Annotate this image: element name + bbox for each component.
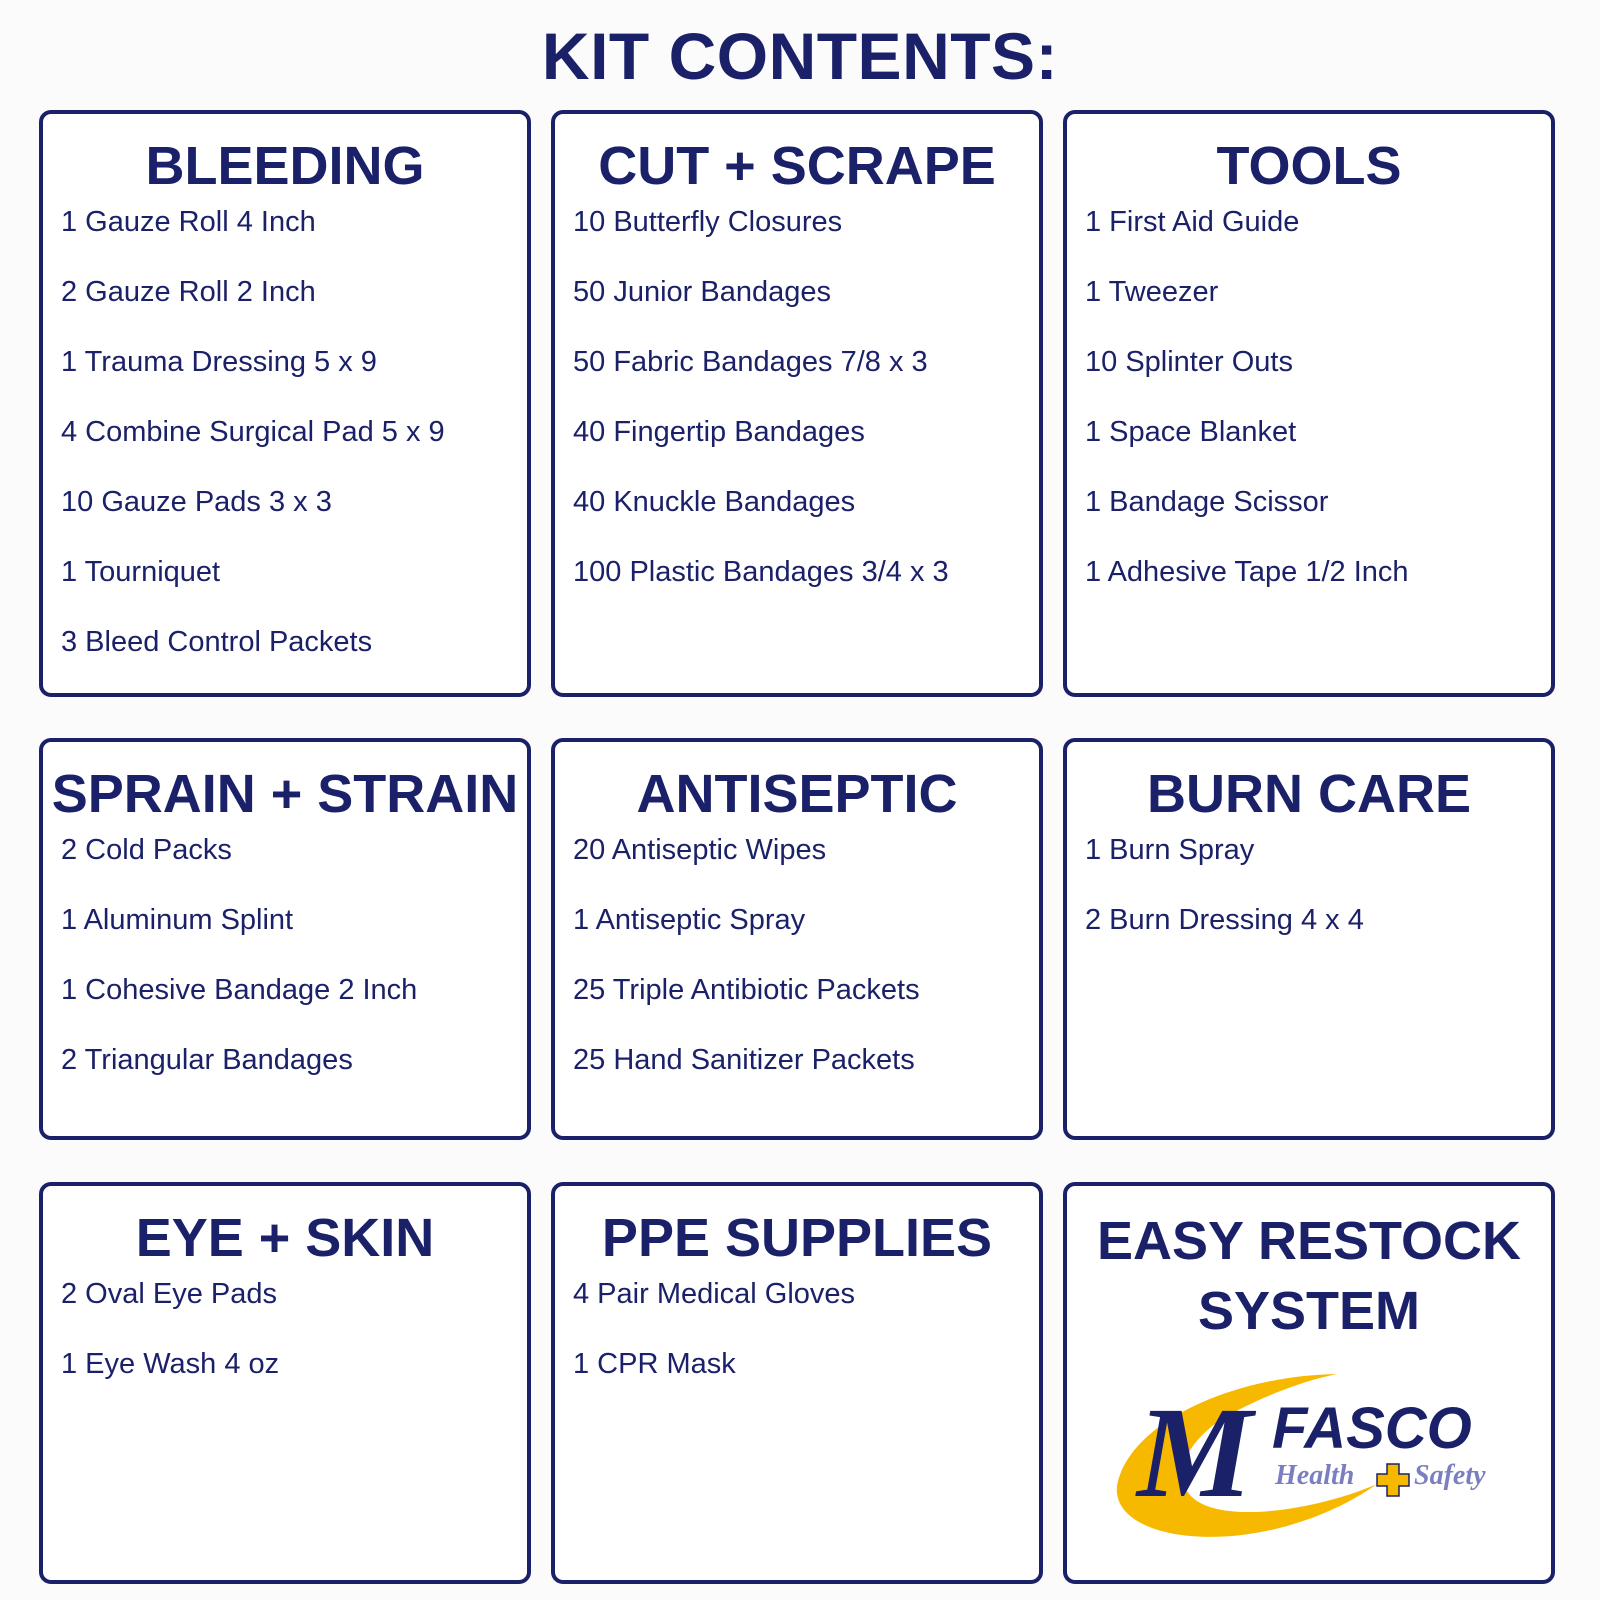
- list-item: 3 Bleed Control Packets: [61, 626, 373, 658]
- list-item: 1 Tweezer: [1085, 276, 1219, 308]
- section-burn-care: BURN CARE 1 Burn Spray 2 Burn Dressing 4 x…: [1063, 738, 1555, 1140]
- item-list: 2 Cold Packs 1 Aluminum Splint 1 Cohesive …: [43, 830, 527, 1110]
- list-item: 1 Antiseptic Spray: [573, 904, 806, 936]
- list-item: 10 Gauze Pads 3 x 3: [61, 486, 332, 518]
- list-item: 1 Space Blanket: [1085, 416, 1297, 448]
- section-tools: TOOLS 1 First Aid Guide 1 Tweezer 10 Splint…: [1063, 110, 1555, 697]
- restock-panel: EASY RESTOCK SYSTEM M FASCO Health Safet…: [1063, 1182, 1555, 1584]
- item-list: 2 Oval Eye Pads 1 Eye Wash 4 oz: [43, 1274, 527, 1414]
- restock-heading-line1: EASY RESTOCK: [1096, 1211, 1522, 1271]
- item-list: 1 Burn Spray 2 Burn Dressing 4 x 4: [1067, 830, 1551, 970]
- list-item: 2 Oval Eye Pads: [61, 1278, 277, 1310]
- list-item: 2 Burn Dressing 4 x 4: [1085, 904, 1364, 936]
- list-item: 20 Antiseptic Wipes: [573, 834, 827, 866]
- item-list: 10 Butterfly Closures 50 Junior Bandages 5…: [555, 202, 1039, 622]
- section-antiseptic: ANTISEPTIC 20 Antiseptic Wipes 1 Antisepti…: [551, 738, 1043, 1140]
- list-item: 1 Eye Wash 4 oz: [61, 1348, 280, 1380]
- mfasco-logo: M FASCO Health Safety: [1116, 1374, 1486, 1537]
- list-item: 25 Triple Antibiotic Packets: [573, 974, 920, 1006]
- list-item: 25 Hand Sanitizer Packets: [573, 1044, 915, 1076]
- section-heading: BLEEDING: [145, 136, 425, 196]
- section-bleeding: BLEEDING 1 Gauze Roll 4 Inch 2 Gauze Roll …: [39, 110, 531, 697]
- logo-safety: Safety: [1414, 1460, 1486, 1491]
- section-heading: CUT + SCRAPE: [598, 136, 996, 196]
- list-item: 1 Burn Spray: [1085, 834, 1255, 866]
- restock-heading-line2: SYSTEM: [1197, 1281, 1421, 1341]
- page-title: KIT CONTENTS:: [541, 19, 1059, 93]
- item-list: 4 Pair Medical Gloves 1 CPR Mask: [555, 1274, 1039, 1414]
- logo-m: M: [1135, 1381, 1257, 1525]
- section-heading: BURN CARE: [1147, 764, 1471, 824]
- list-item: 10 Butterfly Closures: [573, 206, 843, 238]
- section-heading: PPE SUPPLIES: [601, 1208, 993, 1268]
- cross-icon: [1376, 1463, 1410, 1497]
- list-item: 1 Tourniquet: [61, 556, 221, 588]
- list-item: 4 Combine Surgical Pad 5 x 9: [61, 416, 445, 448]
- section-heading: SPRAIN + STRAIN: [51, 764, 519, 824]
- list-item: 1 Bandage Scissor: [1085, 486, 1329, 518]
- list-item: 100 Plastic Bandages 3/4 x 3: [573, 556, 949, 588]
- list-item: 1 Aluminum Splint: [61, 904, 294, 936]
- list-item: 1 Cohesive Bandage 2 Inch: [61, 974, 418, 1006]
- logo-health: Health: [1274, 1460, 1354, 1491]
- list-item: 1 Trauma Dressing 5 x 9: [61, 346, 377, 378]
- list-item: 2 Triangular Bandages: [61, 1044, 353, 1076]
- list-item: 50 Junior Bandages: [573, 276, 831, 308]
- section-heading: TOOLS: [1216, 136, 1402, 196]
- item-list: 1 First Aid Guide 1 Tweezer 10 Splinter Ou…: [1067, 202, 1551, 622]
- item-list: 1 Gauze Roll 4 Inch 2 Gauze Roll 2 Inch 1 …: [43, 202, 527, 692]
- list-item: 40 Fingertip Bandages: [573, 416, 865, 448]
- section-heading: EYE + SKIN: [135, 1208, 435, 1268]
- section-sprain-strain: SPRAIN + STRAIN 2 Cold Packs 1 Aluminum Sp…: [39, 738, 531, 1140]
- section-eye-skin: EYE + SKIN 2 Oval Eye Pads 1 Eye Wash 4 oz: [39, 1182, 531, 1584]
- list-item: 10 Splinter Outs: [1085, 346, 1293, 378]
- list-item: 2 Cold Packs: [61, 834, 232, 866]
- section-heading: ANTISEPTIC: [636, 764, 958, 824]
- list-item: 1 CPR Mask: [573, 1348, 736, 1380]
- list-item: 50 Fabric Bandages 7/8 x 3: [573, 346, 928, 378]
- restock-heading: EASY RESTOCK SYSTEM: [1067, 1206, 1551, 1346]
- list-item: 4 Pair Medical Gloves: [573, 1278, 856, 1310]
- logo-fasco: FASCO: [1272, 1396, 1472, 1461]
- list-item: 40 Knuckle Bandages: [573, 486, 856, 518]
- list-item: 1 Adhesive Tape 1/2 Inch: [1085, 556, 1409, 588]
- list-item: 1 First Aid Guide: [1085, 206, 1300, 238]
- list-item: 1 Gauze Roll 4 Inch: [61, 206, 316, 238]
- section-cut-scrape: CUT + SCRAPE 10 Butterfly Closures 50 Juni…: [551, 110, 1043, 697]
- logo-swoosh: [1116, 1374, 1377, 1537]
- list-item: 2 Gauze Roll 2 Inch: [61, 276, 316, 308]
- item-list: 20 Antiseptic Wipes 1 Antiseptic Spray 25 …: [555, 830, 1039, 1110]
- section-ppe-supplies: PPE SUPPLIES 4 Pair Medical Gloves 1 CPR M…: [551, 1182, 1043, 1584]
